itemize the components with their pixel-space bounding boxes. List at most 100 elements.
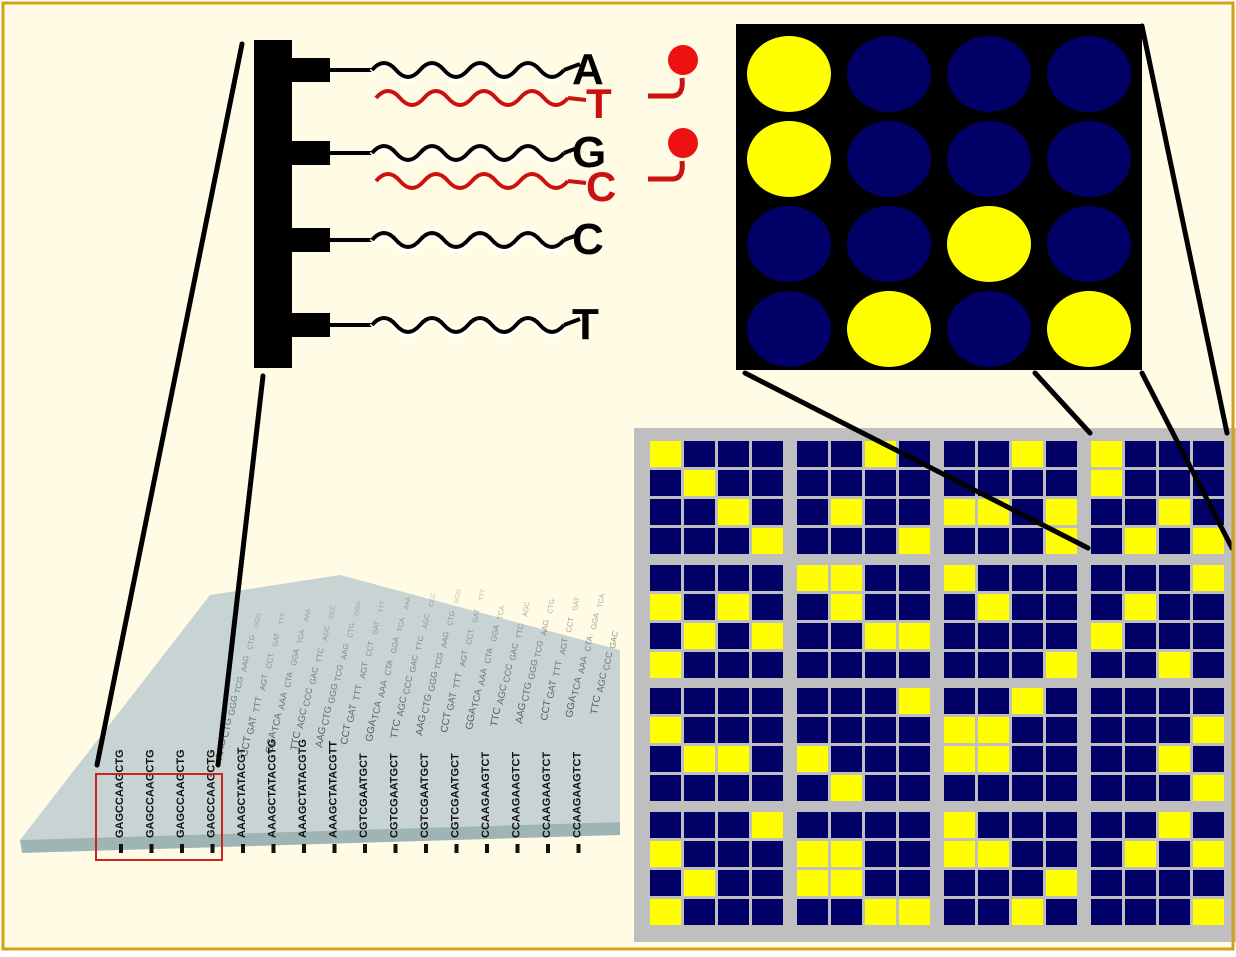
chip-far-letter: AAG [539,619,551,636]
spot-empty [947,36,1031,112]
chip-far-letter: GGG [326,682,339,704]
chip-far-letter: AGC [294,707,308,729]
chip-far-letter: CCC [601,650,614,671]
array-cell-off [899,812,930,838]
array-cell-off [1091,841,1122,867]
array-cell-off [684,812,715,838]
chip-far-letter: GGA [464,706,479,730]
chip-far-letter: GGG [426,670,439,692]
array-cell-off [1091,565,1122,591]
array-cell-off [865,746,896,772]
array-cell-off [1193,652,1224,678]
chip-far-letter: GAC [508,642,520,661]
chip-mark [149,844,154,853]
chip-far-letter: GAT [472,608,481,624]
chip-sequence: AAAGCTATACGTG [297,739,309,838]
array-cell-on [831,499,862,525]
chip-far-letter: GAT [272,632,281,648]
chip-far-letter: AAG [439,631,451,648]
array-cell-off [1091,812,1122,838]
chip-far-letter: TTT [478,589,487,602]
chip-far-letter: GGA [589,611,601,630]
probe-base-label: G [572,128,606,177]
chip-far-letter: TCA [497,605,506,620]
array-block [944,812,1077,925]
array-cell-off [978,652,1009,678]
array-cell-off [752,688,783,714]
array-cell-off [865,688,896,714]
connector-line [742,370,1091,551]
chip-sequence: CCAAGAAGTCT [572,752,584,838]
array-cell-off [831,441,862,467]
array-cell-off [1193,441,1224,467]
chip-connector-lines [94,41,266,768]
probe-base-label: A [572,45,604,94]
array-cell-off [797,594,828,620]
array-cell-off [899,775,930,801]
array-cell-on [797,870,828,896]
chip-far-letter: AGT [458,649,470,667]
chip-far-letter: CCC [428,592,437,607]
array-cell-off [1012,717,1043,743]
array-cell-off [718,812,749,838]
array-cell-on [684,623,715,649]
chip-far-letter: GGA [564,694,579,718]
array-cell-off [978,441,1009,467]
array-cell-off [899,499,930,525]
chip-mark [515,844,520,853]
probe-A: AT [290,45,698,127]
array-cell-off [1091,775,1122,801]
spot-hybridized [747,36,831,112]
connector-line [1032,370,1093,436]
array-cell-off [718,565,749,591]
chip-far-letter: GAC [408,654,420,673]
chip-mark [271,844,276,853]
array-cell-off [899,717,930,743]
chip-sequence: GAGCCAAGCTG [206,749,218,838]
array-cell-off [718,775,749,801]
chip-far-letter: CTG [519,681,533,702]
probe-G: GC [290,128,698,210]
array-cell-off [944,528,975,554]
array-cell-off [1159,528,1190,554]
chip-mark [119,844,123,853]
array-cell-off [1125,812,1156,838]
chip-far-letter: CCC [328,604,337,619]
probe-anchor [290,141,330,165]
array-cell-off [650,812,681,838]
chip-mark [180,844,184,853]
array-cell-off [797,499,828,525]
array-cell-off [684,594,715,620]
array-cell-off [1159,688,1190,714]
array-cell-on [1012,899,1043,925]
fluorescent-label-dot [668,45,698,75]
chip-far-letter: AAG [414,714,429,737]
chip-far-letter: CTG [547,599,556,615]
chip-far-letter: GGA [364,718,379,742]
chip-highlight-box [95,773,223,861]
array-cell-off [1012,623,1043,649]
chip-mark [576,844,581,853]
chip-sequence: GAGCCAAGCTG [175,749,187,838]
array-cell-on [944,499,975,525]
array-cell-on [944,565,975,591]
array-cell-on [1193,717,1224,743]
array-cell-off [797,775,828,801]
probe-C: C [290,215,604,264]
array-cell-off [1012,594,1043,620]
chip-far-letter: AAA [403,596,412,611]
array-blocks [650,441,1224,925]
chip-mark [424,844,428,853]
chip-far-letter: GAT [544,679,558,699]
array-cell-off [1091,499,1122,525]
chip-far-letter: TTC [489,706,503,727]
chip-far-letter: AGC [394,695,408,717]
chip-far-letter: TCA [597,593,606,608]
chip-far-letter: TTC [314,647,326,664]
chip-far-letter: TCG [233,676,245,695]
array-cell-on [831,870,862,896]
array-cell-off [718,870,749,896]
array-block [1091,565,1224,678]
array-cell-on [1193,899,1224,925]
